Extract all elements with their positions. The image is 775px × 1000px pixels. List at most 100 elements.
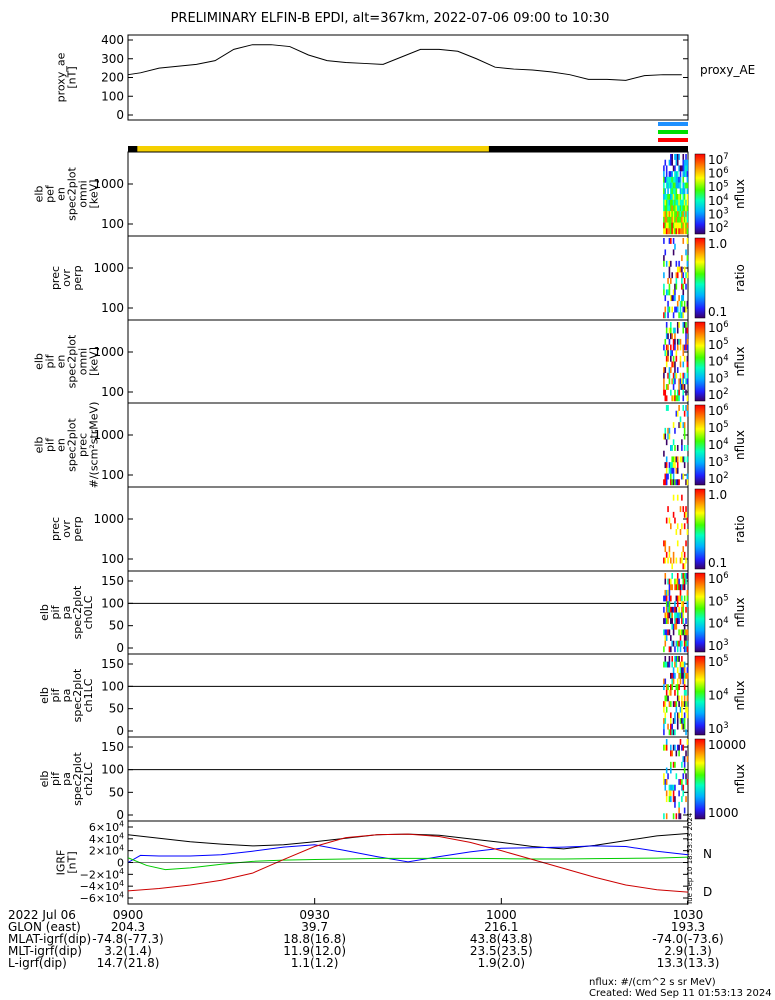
- spectrogram-cell: [676, 494, 679, 501]
- panel-frame: [127, 486, 689, 572]
- spectrogram-cell: [668, 327, 671, 334]
- spectrogram-cell: [674, 228, 676, 235]
- spectrogram-cell: [676, 573, 679, 579]
- spectrogram-cell: [678, 640, 680, 647]
- spectrogram-cell: [683, 306, 686, 313]
- spectrogram-cell: [663, 450, 665, 457]
- spectrogram-cell: [663, 678, 665, 685]
- spectrogram-cell: [671, 378, 673, 385]
- spectrogram-cell: [676, 344, 679, 351]
- spectrogram-cell: [682, 372, 685, 379]
- spectrogram-cell: [682, 578, 685, 585]
- spectrogram-cell: [678, 479, 680, 486]
- spectrogram-cell: [686, 529, 689, 535]
- spectrogram-cell: [679, 222, 682, 229]
- spectrogram-cell: [682, 667, 685, 674]
- spectrogram-cell: [670, 557, 672, 564]
- elb-pif-en-omni-ylabel-1: pif: [44, 353, 57, 368]
- spectrogram-cell: [681, 439, 683, 446]
- spectrogram-cell: [672, 467, 675, 474]
- spectrogram-cell: [675, 661, 678, 668]
- spectrogram-cell: [681, 551, 683, 558]
- spectrogram-cell: [681, 456, 683, 463]
- spectrogram-cell: [667, 723, 669, 730]
- spectrogram-cell: [675, 623, 678, 630]
- spectrogram-cell: [675, 606, 678, 613]
- spectrogram-cell: [668, 306, 671, 313]
- spectrogram-cell: [686, 255, 689, 262]
- colorbar: [694, 237, 706, 319]
- spectrogram-cell: [679, 813, 682, 820]
- spectrogram-cell: [665, 612, 668, 619]
- spectrogram-cell: [674, 182, 676, 189]
- proxy_ae-ylabel-1: [nT]: [66, 66, 79, 88]
- spectrogram-cell: [679, 216, 682, 223]
- spectrogram-cell: [668, 595, 671, 602]
- spectrogram-cell: [676, 216, 679, 223]
- elb-pif-en-omni-ylabel-3: spec2plot: [66, 334, 79, 388]
- spectrogram-cell: [667, 222, 669, 229]
- spectrogram-cell: [674, 584, 676, 591]
- spectrogram-cell: [670, 701, 672, 707]
- spectrogram-cell: [663, 199, 665, 206]
- spectrogram-cell: [686, 695, 689, 702]
- spectrogram-cell: [685, 578, 687, 585]
- spectrogram-cell: [679, 416, 682, 423]
- spectrogram-cell: [676, 467, 679, 474]
- spectrogram-cell: [668, 283, 671, 290]
- spectrogram-cell: [664, 578, 667, 585]
- spectrogram-cell: [685, 646, 687, 653]
- spectrogram-cell: [676, 618, 679, 624]
- spectrogram-cell: [682, 678, 685, 685]
- spectrogram-cell: [674, 618, 676, 624]
- spectrogram-cell: [667, 278, 669, 284]
- spectrogram-cell: [670, 159, 672, 166]
- spectrogram-cell: [670, 790, 672, 797]
- spectrogram-cell: [672, 796, 675, 803]
- spectrogram-cell: [685, 338, 687, 345]
- spectrogram-cell: [672, 422, 675, 429]
- spectrogram-cell: [685, 205, 687, 212]
- spectrogram-cell: [664, 205, 667, 212]
- units-note: nflux: #/(cm^2 s sr MeV): [589, 977, 716, 988]
- spectrogram-cell: [663, 171, 665, 178]
- spectrogram-cell: [663, 684, 665, 691]
- ytick-label: 100: [101, 468, 124, 482]
- spectrogram-cell: [668, 784, 671, 791]
- spectrogram-cell: [686, 182, 689, 189]
- elb-pif-pa-ch1LC-ylabel-0: elb: [38, 687, 51, 704]
- spectrogram-cell: [668, 211, 671, 218]
- spectrogram-cell: [671, 171, 673, 178]
- spectrogram-cell: [682, 194, 685, 200]
- spectrogram-cell: [665, 551, 668, 558]
- spectrogram-cell: [679, 176, 682, 183]
- spectrogram-cell: [672, 194, 675, 200]
- spectrogram-cell: [685, 706, 687, 713]
- spectrogram-cell: [678, 405, 680, 411]
- spectrogram-cell: [671, 228, 673, 235]
- colorbar-tick-label: 103: [708, 453, 729, 469]
- spectrogram-cell: [667, 205, 669, 212]
- spectrogram-cell: [679, 584, 682, 591]
- spectrogram-cell: [683, 199, 686, 206]
- spectrogram-cell: [667, 194, 669, 200]
- colorbar-tick-label: 103: [708, 720, 729, 736]
- spectrogram-cell: [682, 228, 685, 235]
- spectrogram-cell: [675, 479, 678, 486]
- spectrogram-cell: [664, 228, 667, 235]
- spectrogram-cell: [681, 606, 683, 613]
- spectrogram-cell: [676, 445, 679, 451]
- spectrogram-cell: [665, 517, 668, 524]
- spectrogram-cell: [672, 395, 675, 402]
- spectrogram-cell: [676, 667, 679, 674]
- spectrogram-cell: [672, 813, 675, 820]
- spectrogram-cell: [663, 433, 665, 440]
- spectrogram-cell: [682, 182, 685, 189]
- spectrogram-cell: [678, 790, 680, 797]
- spectrogram-cell: [686, 595, 689, 602]
- spectrogram-cell: [672, 439, 675, 446]
- spectrogram-cell: [682, 718, 685, 724]
- spectrogram-cell: [686, 338, 689, 345]
- spectrogram-cell: [663, 255, 665, 262]
- ephem-value: 23.5(23.5): [469, 944, 533, 958]
